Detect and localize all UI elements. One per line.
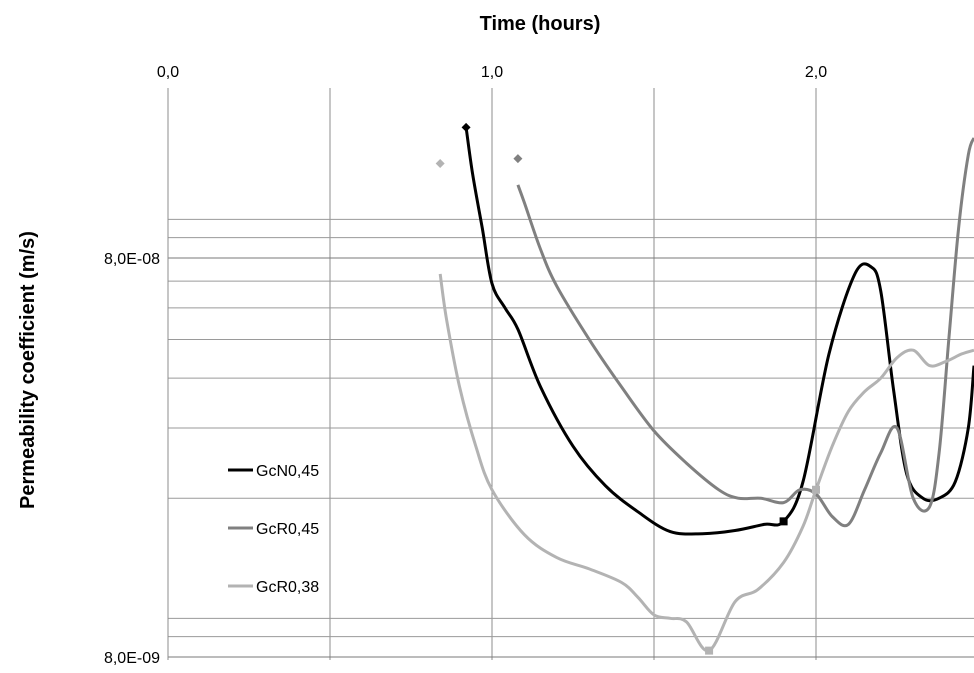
legend-label-gcr045: GcR0,45 [256, 521, 319, 538]
x-tick-label: 0,0 [157, 64, 179, 81]
series-start-marker-0 [461, 122, 471, 132]
y-axis-title: Permeability coefficient (m/s) [17, 231, 39, 509]
series-line-0 [464, 127, 974, 536]
legend-item-gcr045: GcR0,45 [228, 521, 319, 538]
x-tick-labels: 0,0 1,0 2,0 [157, 64, 827, 81]
y-tick-labels: 8,0E-09 8,0E-08 [104, 251, 160, 667]
x-axis-title: Time (hours) [480, 13, 601, 35]
series-start-marker-1 [513, 154, 523, 164]
series-square-marker-0 [779, 517, 788, 526]
series-start-marker-2 [435, 159, 445, 169]
legend-item-gcn045: GcN0,45 [228, 463, 319, 480]
y-tick-label: 8,0E-08 [104, 251, 160, 268]
series-line-2 [438, 273, 974, 653]
legend-label-gcn045: GcN0,45 [256, 463, 319, 480]
x-tick-label: 2,0 [805, 64, 827, 81]
markers [435, 122, 820, 655]
series-square-marker-2b [812, 485, 820, 494]
y-tick-label: 8,0E-09 [104, 650, 160, 667]
legend-label-gcr038: GcR0,38 [256, 579, 319, 596]
series-line-1 [516, 137, 974, 528]
x-tick-label: 1,0 [481, 64, 503, 81]
grid [167, 88, 974, 660]
legend: GcN0,45 GcR0,45 GcR0,38 [228, 463, 319, 596]
series-lines [438, 127, 974, 653]
legend-item-gcr038: GcR0,38 [228, 579, 319, 596]
series-square-marker-2 [705, 646, 714, 655]
